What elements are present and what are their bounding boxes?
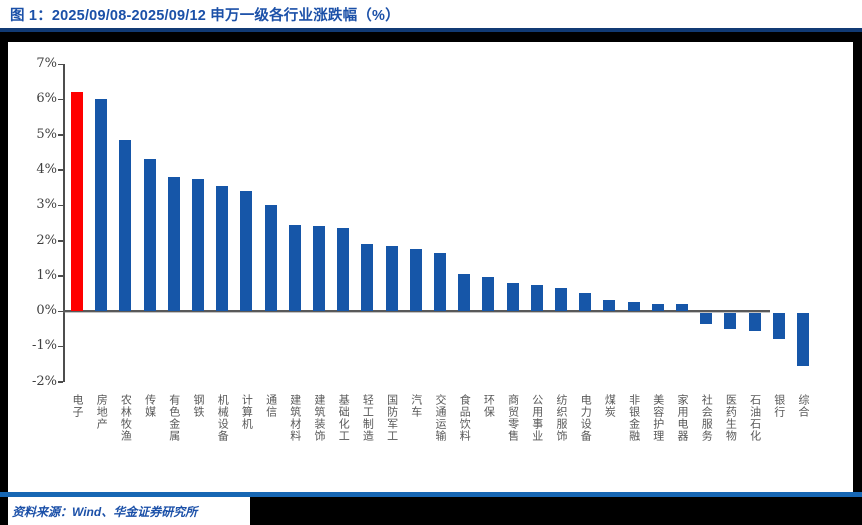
y-axis-tick-mark [58,63,63,65]
x-axis-label: 石油石化 [748,394,761,442]
x-axis-label: 建筑装饰 [313,394,325,442]
x-axis-label: 电子 [71,394,83,418]
y-axis-tick-label: -1% [31,338,57,354]
y-axis-tick-mark [58,275,63,277]
x-axis-label: 交通运输 [434,394,446,442]
bar-家用电器 [676,303,688,311]
x-axis-label: 通信 [264,394,277,418]
y-axis-tick-mark [58,204,63,207]
bar-钢铁 [192,178,204,311]
y-axis-tick-label: 6% [36,91,57,107]
x-axis-label: 社会服务 [700,394,713,442]
figure-title-bar: 图 1：2025/09/08-2025/09/12 申万一级各行业涨跌幅（%） [0,0,862,28]
x-axis-label: 家用电器 [676,394,688,442]
bar-轻工制造 [361,243,374,311]
y-axis-tick-mark [58,134,63,136]
x-axis-label: 纺织服饰 [555,394,567,442]
bar-电子 [71,92,83,311]
plot-area: 7% 6% 5% 4% 3% 2% 1% 0% -1% -2% 电子 房地产 农林牧渔 传媒 有色金属 钢铁机… [8,42,853,492]
bar-环保 [482,277,495,311]
bar-社会服务 [700,313,713,324]
bar-计算机 [240,190,253,311]
bar-基础化工 [337,228,350,311]
x-axis-label: 房地产 [95,394,108,430]
y-axis-tick-mark [58,240,63,242]
bar-非银金融 [627,302,640,311]
bar-建筑材料 [288,224,301,311]
bar-电力设备 [579,293,592,311]
bar-交通运输 [434,252,446,311]
x-axis-label: 建筑材料 [288,394,301,442]
title-divider [0,28,862,32]
chart-panel: 7% 6% 5% 4% 3% 2% 1% 0% -1% -2% 电子 房地产 农林牧渔 传媒 有色金属 钢铁机… [8,42,853,492]
x-axis-label: 机械设备 [216,394,229,442]
bar-农林牧渔 [119,139,132,311]
bar-商贸零售 [506,282,519,311]
y-axis-tick-label: 2% [36,232,57,248]
x-axis-label: 非银金融 [627,394,640,442]
bar-汽车 [409,249,422,311]
x-axis-label: 公用事业 [530,394,543,442]
bar-石油石化 [748,313,761,331]
x-axis-label: 轻工制造 [361,394,374,442]
x-axis-line [63,310,770,312]
bar-国防军工 [385,245,398,311]
x-axis-label: 汽车 [409,394,422,418]
bar-煤炭 [603,300,616,311]
source-note: 资料来源：Wind、华金证券研究所 [12,505,198,519]
x-axis-label: 商贸零售 [506,394,519,442]
y-axis-tick-mark [58,381,63,383]
y-axis-tick-label: 5% [36,126,57,142]
x-axis-label: 电力设备 [579,394,592,442]
y-axis-tick-label: 0% [36,303,57,319]
x-axis-label: 银行 [772,394,785,418]
x-axis-label: 煤炭 [603,394,616,418]
y-axis-tick-mark [58,98,63,101]
y-axis-tick-mark [58,169,63,171]
y-axis-tick-label: -2% [31,373,57,389]
x-axis-label: 有色金属 [167,394,180,442]
x-axis-label: 环保 [482,394,495,418]
y-axis-tick-mark [58,345,63,348]
x-axis-label: 食品饮料 [458,394,471,442]
bar-机械设备 [216,185,229,311]
x-axis-label: 农林牧渔 [119,394,132,442]
y-axis-tick-label: 4% [36,161,57,177]
y-axis-tick-mark [58,310,63,313]
source-note-block: 资料来源：Wind、华金证券研究所 [8,497,250,525]
bar-有色金属 [167,176,180,311]
bar-传媒 [143,159,156,311]
bar-纺织服饰 [555,288,567,311]
bottom-divider [0,492,862,497]
bar-房地产 [95,99,108,311]
x-axis-label: 传媒 [143,394,156,418]
y-axis-tick-label: 7% [36,56,57,71]
figure-title: 图 1：2025/09/08-2025/09/12 申万一级各行业涨跌幅（%） [10,8,400,24]
y-axis-tick-label: 1% [36,267,57,283]
bar-食品饮料 [458,273,471,311]
bar-建筑装饰 [313,226,325,311]
x-axis-label: 医药生物 [724,394,737,442]
x-axis-label: 计算机 [240,394,253,430]
bar-通信 [264,205,277,311]
x-axis-label: 钢铁 [192,394,204,418]
bar-综合 [797,313,809,366]
x-axis-label: 基础化工 [337,394,350,442]
bar-美容护理 [651,303,664,311]
y-axis-spine [63,64,65,382]
bar-医药生物 [724,313,737,329]
y-axis-tick-label: 3% [36,197,57,213]
bar-公用事业 [530,284,543,311]
x-axis-label: 国防军工 [385,394,398,442]
bar-银行 [772,313,785,340]
x-axis-label: 综合 [797,394,809,418]
x-axis-label: 美容护理 [651,394,664,442]
